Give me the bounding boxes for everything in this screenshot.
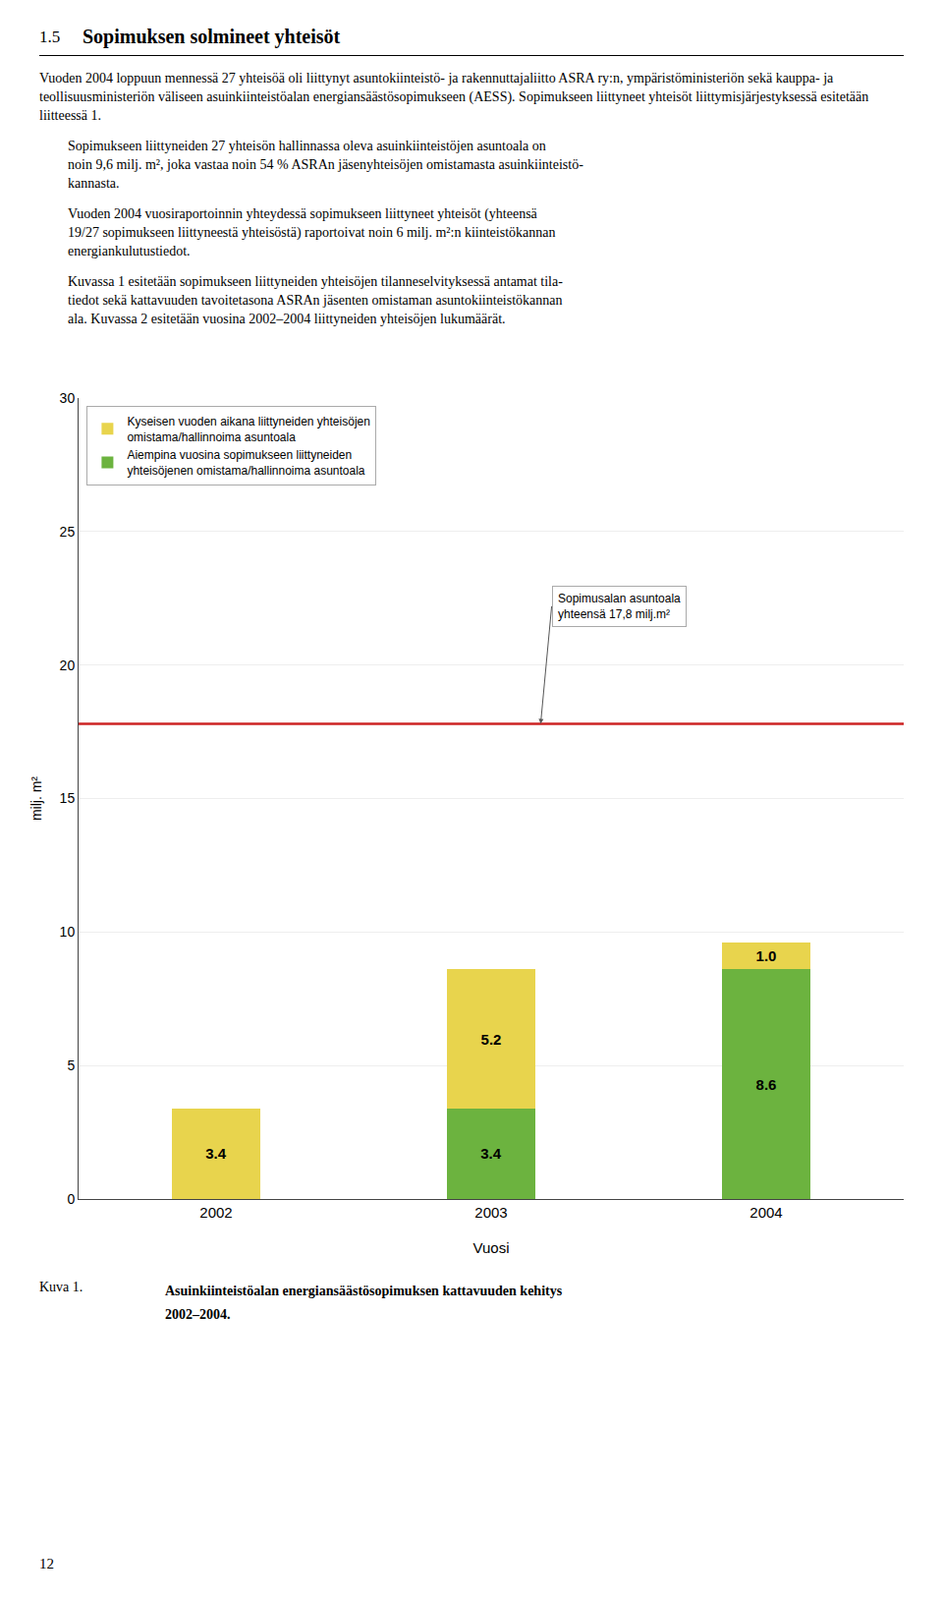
html-text:Kuvassa 1 esitetään sopimuksee: Kuvassa 1 esitetään sopimukseen liittyne… (67, 274, 563, 327)
svg-text:5: 5 (66, 1056, 75, 1073)
svg-text:20: 20 (59, 657, 76, 673)
svg-text:3.4: 3.4 (205, 1144, 227, 1162)
svg-text:8.6: 8.6 (756, 1075, 777, 1093)
svg-text:0: 0 (66, 1190, 75, 1207)
svg-text:Sopimusalan asuntoalayhteensä: Sopimusalan asuntoalayhteensä 17,8 milj.… (557, 591, 681, 621)
html-text:Vuoden 2004 loppuun mennessä 2: Vuoden 2004 loppuun mennessä 27 yhteisöä… (39, 70, 873, 123)
html-text:Sopimukseen liittyneiden 27 yh: Sopimukseen liittyneiden 27 yhteisön hal… (67, 138, 584, 191)
svg-text:Kyseisen vuoden aikana liittyn: Kyseisen vuoden aikana liittyneiden yhte… (126, 414, 371, 444)
html-text:Sopimuksen solmineet yhteisöt: Sopimuksen solmineet yhteisöt (82, 25, 341, 48)
svg-text:2002: 2002 (199, 1203, 232, 1221)
html-text:Vuoden 2004 vuosiraportoinnin: Vuoden 2004 vuosiraportoinnin yhteydessä… (67, 206, 556, 259)
svg-text:25: 25 (59, 523, 76, 540)
svg-text:10: 10 (59, 923, 76, 940)
svg-text:Aiempina vuosina sopimukseen l: Aiempina vuosina sopimukseen liittyneide… (126, 447, 365, 478)
html-text:12: 12 (39, 1554, 55, 1571)
svg-text:1.0: 1.0 (756, 946, 777, 964)
svg-text:2003: 2003 (474, 1203, 507, 1221)
html-text:Asuinkiinteistöalan energiansä: Asuinkiinteistöalan energiansäästösopimu… (165, 1282, 563, 1322)
svg-text:15: 15 (59, 789, 76, 806)
svg-text:2004: 2004 (749, 1203, 782, 1221)
svg-text:5.2: 5.2 (481, 1030, 502, 1048)
svg-text:milj. m²: milj. m² (28, 776, 45, 821)
html-text:1.5: 1.5 (39, 27, 61, 47)
svg-text:Vuosi: Vuosi (473, 1238, 510, 1256)
svg-text:30: 30 (59, 389, 76, 406)
html-text:Kuva 1.: Kuva 1. (39, 1278, 83, 1294)
svg-text:3.4: 3.4 (480, 1144, 502, 1162)
